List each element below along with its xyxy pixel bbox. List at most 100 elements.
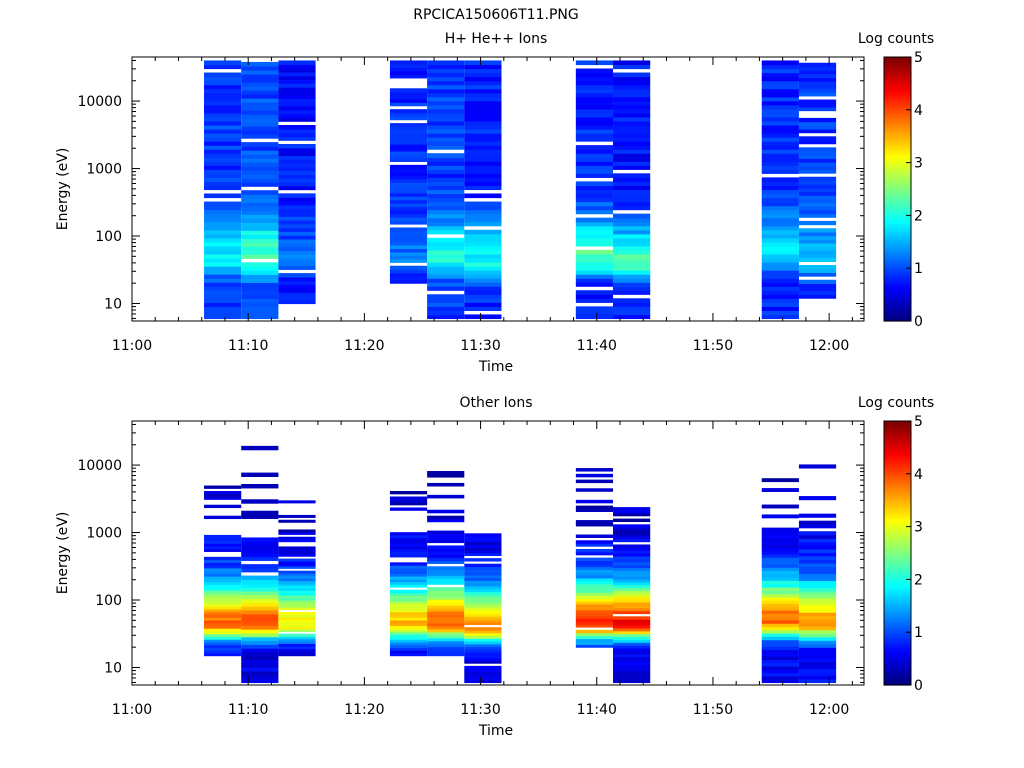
energy-bin-cell: [389, 625, 428, 629]
energy-bin-cell: [241, 674, 279, 680]
time-column: [613, 60, 651, 320]
energy-bin-cell: [761, 302, 799, 307]
energy-bin-cell: [798, 608, 837, 613]
energy-bin-cell: [613, 576, 651, 580]
x-tick-label: 11:50: [693, 702, 733, 718]
energy-bin-cell: [427, 557, 465, 561]
energy-bin-cell: [204, 217, 242, 223]
energy-bin-cell: [464, 298, 502, 303]
colorbar-swatch: [884, 555, 911, 559]
energy-bin-cell: [204, 221, 242, 227]
energy-bin-cell: [613, 567, 651, 571]
energy-bin-cell: [464, 654, 502, 659]
energy-bin-cell: [613, 555, 651, 560]
energy-bin-cell: [278, 602, 316, 606]
energy-bin-cell: [427, 185, 465, 191]
energy-bin-cell: [613, 524, 651, 528]
colorbar-swatch: [884, 423, 911, 427]
energy-bin-cell: [464, 599, 502, 603]
energy-bin-cell: [278, 60, 316, 65]
time-column: [389, 491, 428, 657]
energy-bin-cell: [798, 622, 837, 627]
energy-bin-cell: [389, 112, 428, 117]
energy-bin-cell: [613, 645, 651, 649]
energy-bin-cell: [798, 73, 837, 79]
colorbar-swatch: [884, 159, 911, 164]
energy-bin-cell: [389, 63, 428, 69]
colorbar-swatch: [884, 444, 911, 448]
energy-bin-cell: [278, 117, 316, 122]
energy-bin-cell: [575, 233, 614, 239]
energy-bin-cell: [389, 67, 428, 72]
energy-bin-cell: [241, 142, 279, 147]
energy-bin-cell: [761, 577, 799, 581]
colorbar-swatch: [884, 619, 911, 623]
energy-bin-cell: [613, 673, 651, 678]
panel-h-he-ions: H+ He++ Ions 11:00 11:10 11:20 11:30 11:40 11…: [55, 31, 934, 375]
energy-bin-cell: [427, 602, 465, 606]
energy-bin-cell: [798, 594, 837, 599]
energy-bin-cell: [204, 92, 242, 98]
energy-bin-cell: [389, 614, 428, 618]
energy-bin-cell: [464, 209, 502, 215]
energy-bin-cell: [241, 234, 279, 239]
energy-bin-cell: [464, 583, 502, 587]
energy-bin-cell: [761, 563, 799, 568]
energy-bin-cell: [798, 538, 837, 543]
energy-bin-cell: [427, 619, 465, 624]
energy-bin-cell: [613, 547, 651, 551]
energy-bin-cell: [241, 102, 279, 107]
energy-bin-cell: [389, 617, 428, 621]
time-column: [241, 61, 279, 320]
energy-bin-cell: [575, 221, 614, 227]
colorbar-swatch: [884, 141, 911, 145]
energy-bin-cell: [613, 104, 651, 110]
time-column: [575, 468, 614, 648]
energy-bin-cell: [427, 253, 465, 259]
energy-bin-cell: [761, 185, 799, 191]
energy-bin-cell: [613, 270, 651, 275]
energy-bin-cell: [427, 578, 465, 582]
energy-bin-cell: [204, 589, 242, 594]
x-tick-label: 11:00: [112, 702, 152, 718]
colorbar-swatch: [884, 547, 911, 551]
energy-bin-cell: [798, 496, 837, 501]
energy-bin-cell: [278, 208, 316, 213]
energy-bin-cell: [427, 173, 465, 178]
energy-bin-cell: [613, 64, 651, 70]
energy-bin-cell: [389, 633, 428, 637]
colorbar-tick-label: 3: [914, 156, 923, 172]
colorbar-swatch: [884, 463, 911, 467]
energy-bin-cell: [389, 102, 428, 107]
energy-bin-cell: [798, 552, 837, 557]
energy-bin-cell: [761, 639, 799, 644]
energy-bin-cell: [761, 504, 799, 509]
energy-bin-cell: [575, 603, 614, 608]
energy-bin-cell: [761, 626, 799, 631]
energy-bin-cell: [613, 141, 651, 146]
energy-bin-cell: [575, 569, 614, 573]
energy-bin-cell: [427, 554, 465, 558]
energy-bin-cell: [613, 201, 651, 207]
energy-bin-cell: [613, 518, 651, 523]
energy-bin-cell: [798, 661, 837, 666]
energy-bin-cell: [761, 96, 799, 102]
energy-bin-cell: [575, 548, 614, 553]
colorbar-swatch: [884, 584, 911, 588]
energy-bin-cell: [427, 616, 465, 621]
energy-bin-cell: [278, 628, 316, 632]
colorbar-swatch: [884, 315, 911, 319]
energy-bin-cell: [389, 639, 428, 643]
energy-bin-cell: [575, 201, 614, 207]
energy-bin-cell: [389, 603, 428, 607]
energy-bin-cell: [278, 216, 316, 221]
energy-bin-cell: [278, 636, 316, 640]
energy-bin-cell: [204, 614, 242, 618]
x-tick-label: 11:10: [228, 702, 268, 718]
colorbar: 0 1 2 3 4 5: [883, 50, 923, 330]
energy-bin-cell: [427, 137, 465, 142]
energy-bin-cell: [241, 178, 279, 183]
energy-bin-cell: [761, 249, 799, 255]
energy-bin-cell: [464, 613, 502, 617]
energy-bin-cell: [464, 538, 502, 543]
